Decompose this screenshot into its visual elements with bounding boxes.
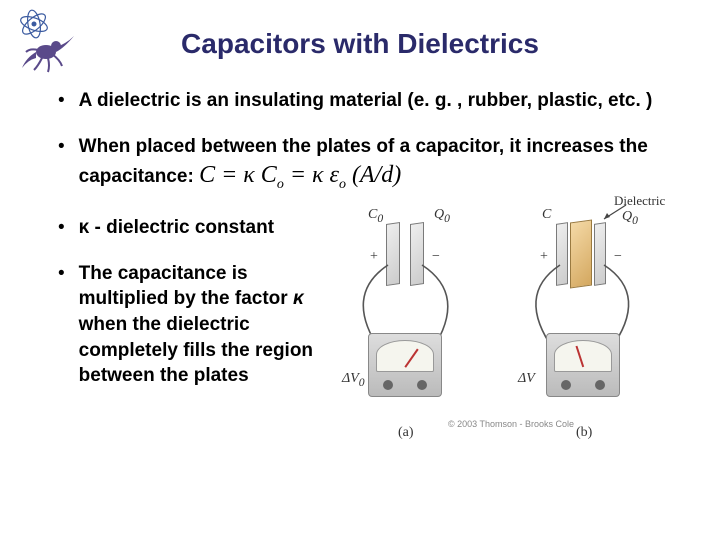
text-bold: increases xyxy=(526,136,614,157)
bullet-dot: • xyxy=(58,215,65,241)
label-q: Q0 xyxy=(622,209,638,227)
panel-label-a: (a) xyxy=(398,425,414,441)
slide-title: Capacitors with Dielectrics xyxy=(0,0,720,60)
bullet-dot: • xyxy=(58,261,65,389)
text: When placed between the plates of a capa… xyxy=(79,136,527,157)
label-dv0: ΔV0 xyxy=(342,371,365,389)
bullet-4: • The capacitance is multiplied by the f… xyxy=(58,261,338,389)
capacitor-diagram: C0 Q0 + − xyxy=(338,215,682,455)
text: is an xyxy=(180,90,234,111)
bullet-1: • A dielectric is an insulating material… xyxy=(58,88,682,114)
bullet-2: • When placed between the plates of a ca… xyxy=(58,134,682,195)
bullet-dot: • xyxy=(58,134,65,195)
formula: C = κ Co = κ εo (A/d) xyxy=(199,162,401,188)
copyright-text: © 2003 Thomson - Brooks Cole xyxy=(448,419,574,429)
bullet-dot: • xyxy=(58,88,65,114)
text: material (e. g. , rubber, plastic, etc. … xyxy=(324,90,652,111)
label-q0: Q0 xyxy=(434,207,450,225)
text: when the dielectric completely fills the… xyxy=(79,314,313,386)
label-dv: ΔV xyxy=(518,371,535,387)
slide-content: • A dielectric is an insulating material… xyxy=(0,60,720,455)
voltmeter-right xyxy=(546,333,620,397)
voltmeter-left xyxy=(368,333,442,397)
text: The capacitance is multiplied by the fac… xyxy=(79,263,293,310)
text-bold: insulating xyxy=(234,90,324,111)
label-c0: C0 xyxy=(368,207,383,225)
panel-label-b: (b) xyxy=(576,425,592,441)
slide-logo xyxy=(16,8,86,78)
text: A xyxy=(79,90,97,111)
text-bold: dielectric xyxy=(97,90,180,111)
label-c: C xyxy=(542,207,551,223)
bullet-3: • κ - dielectric constant xyxy=(58,215,338,241)
text: κ - dielectric constant xyxy=(79,217,274,238)
kappa: κ xyxy=(293,288,304,309)
